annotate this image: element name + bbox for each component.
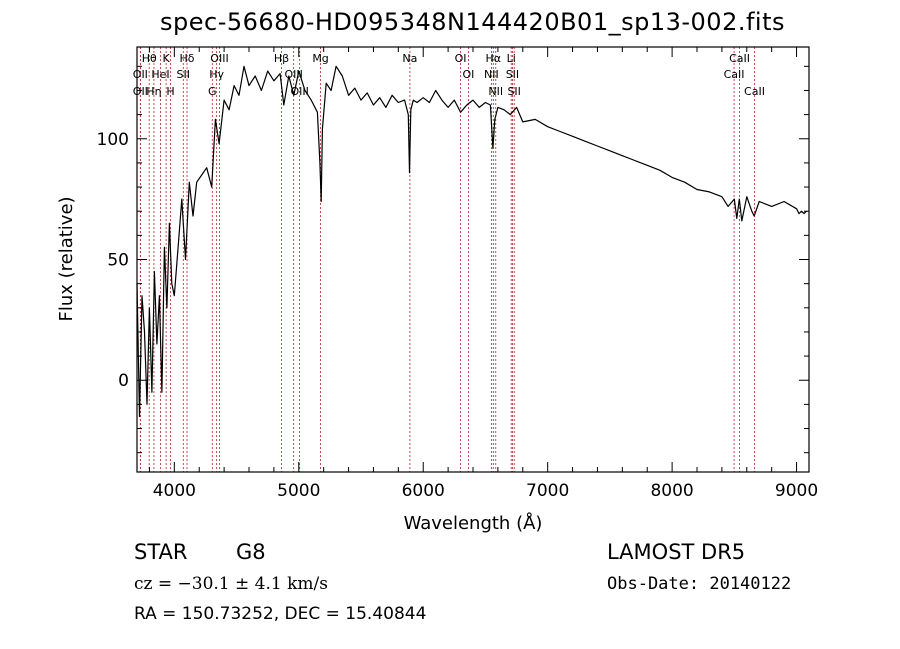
axis-ticks: 4000 5000 6000 7000 8000 9000 0 50 100 [97, 47, 818, 501]
object-class: STAR [134, 540, 188, 564]
line-label: G [208, 85, 217, 98]
line-label: Hβ [274, 52, 289, 65]
line-label: NII [488, 85, 503, 98]
line-label: CaII [729, 52, 750, 65]
x-tick-label: 8000 [650, 481, 693, 501]
y-tick-label: 100 [97, 130, 129, 150]
plot-frame [136, 46, 810, 473]
line-markers [139, 47, 755, 472]
spectrum-series [136, 65, 807, 418]
line-label: CaII [744, 85, 765, 98]
line-label: OI [455, 52, 467, 65]
x-tick-label: 7000 [526, 481, 569, 501]
line-label: SII [177, 68, 190, 81]
survey-name: LAMOST DR5 [607, 540, 746, 564]
line-label: Na [402, 52, 417, 65]
line-label: Li [507, 52, 516, 65]
x-axis-label: Wavelength (Å) [404, 512, 543, 534]
line-label: SII [506, 68, 519, 81]
line-label: OIII [284, 68, 302, 81]
line-label: Mg [312, 52, 328, 65]
line-label: Hη [146, 85, 161, 98]
coordinates: RA = 150.73252, DEC = 15.40844 [134, 604, 427, 624]
x-tick-label: 5000 [277, 481, 320, 501]
line-label: H [166, 85, 174, 98]
y-axis-label: Flux (relative) [56, 196, 77, 321]
line-label: OI [462, 68, 474, 81]
object-subclass: G8 [236, 540, 266, 564]
observation-date: Obs-Date: 20140122 [607, 574, 792, 594]
line-label: HeI [151, 68, 169, 81]
x-tick-label: 9000 [775, 481, 818, 501]
line-label: Hγ [209, 68, 224, 81]
spectrum-line [136, 65, 807, 418]
redshift-velocity: cz = −30.1 ± 4.1 km/s [134, 574, 328, 594]
line-label: NII [484, 68, 499, 81]
chart-title: spec-56680-HD095348N144420B01_sp13-002.f… [160, 8, 785, 36]
line-label: Hθ [142, 52, 157, 65]
line-label: OII [133, 68, 148, 81]
y-tick-label: 50 [107, 251, 129, 271]
line-label: CaII [724, 68, 745, 81]
line-label: Hδ [180, 52, 195, 65]
x-tick-label: 4000 [153, 481, 196, 501]
line-label: OIII [210, 52, 228, 65]
x-tick-label: 6000 [402, 481, 445, 501]
y-tick-label: 0 [118, 371, 129, 391]
line-label: K [163, 52, 171, 65]
line-label: OIII [290, 85, 308, 98]
line-label: Hα [486, 52, 502, 65]
line-label: SII [507, 85, 520, 98]
